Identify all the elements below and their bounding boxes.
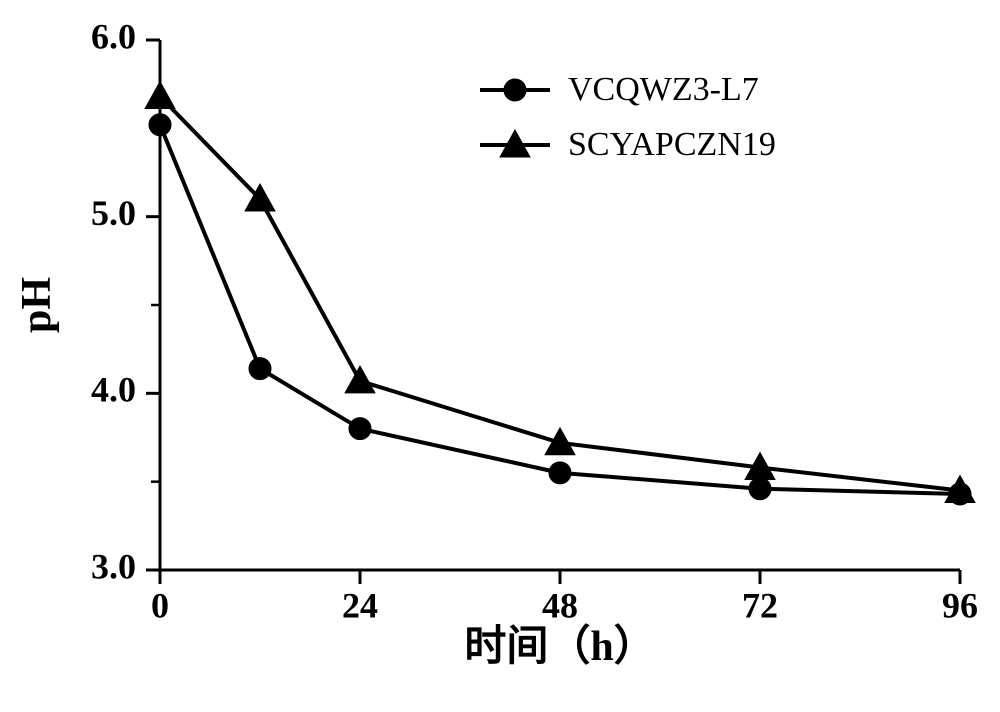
svg-text:3.0: 3.0: [91, 546, 136, 586]
svg-text:5.0: 5.0: [91, 193, 136, 233]
svg-text:0: 0: [151, 586, 169, 626]
chart-svg: 3.0 4.0 5.0 6.0 0 24 48 72 96 pH 时间（h） VCQWZ3-L7 SCY…: [0, 0, 1000, 712]
svg-text:VCQWZ3-L7: VCQWZ3-L7: [568, 71, 759, 108]
svg-text:96: 96: [942, 586, 978, 626]
svg-text:6.0: 6.0: [91, 16, 136, 56]
svg-text:pH: pH: [14, 277, 60, 333]
svg-text:48: 48: [542, 586, 578, 626]
svg-text:SCYAPCZN19: SCYAPCZN19: [568, 126, 776, 163]
svg-text:24: 24: [342, 586, 378, 626]
svg-text:72: 72: [742, 586, 778, 626]
svg-text:4.0: 4.0: [91, 370, 136, 410]
svg-text:时间（h）: 时间（h）: [464, 623, 655, 670]
ph-time-chart: 3.0 4.0 5.0 6.0 0 24 48 72 96 pH 时间（h） VCQWZ3-L7 SCY…: [0, 0, 1000, 712]
